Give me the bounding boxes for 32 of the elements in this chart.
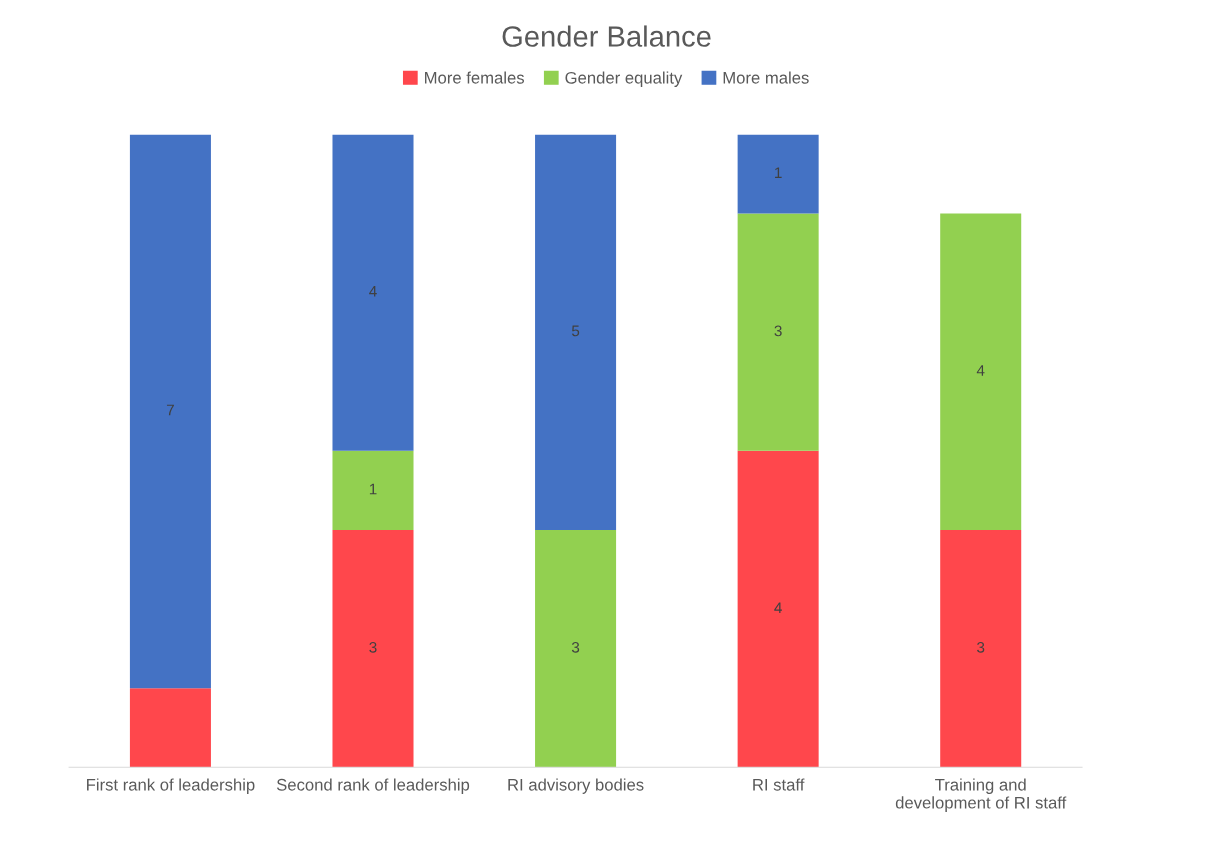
legend-label: More males: [723, 71, 809, 84]
data-label: 3: [774, 325, 782, 337]
bar: [535, 134, 617, 530]
bar: [737, 450, 819, 768]
chart-title: Gender Balance: [502, 25, 711, 47]
bar: [940, 213, 1022, 530]
bar: [940, 529, 1022, 768]
legend-label: Gender equality: [565, 71, 683, 87]
bar: [129, 134, 211, 689]
data-label: 4: [369, 286, 377, 297]
bar: [535, 529, 617, 768]
bar: [332, 134, 414, 451]
data-label: 4: [976, 365, 985, 376]
x-tick-label: RI staff: [753, 778, 805, 791]
data-label: 1: [369, 483, 377, 495]
x-tick-label: Second rank of leadership: [276, 778, 470, 794]
data-label: 3: [571, 641, 580, 653]
x-tick-label: Training and development of RI staff: [895, 778, 1067, 812]
bar: [737, 213, 819, 451]
bar: [332, 529, 414, 768]
data-label: 3: [977, 641, 985, 653]
data-label: 7: [166, 404, 174, 416]
bar: [332, 450, 414, 530]
data-label: 1: [775, 167, 782, 178]
legend-label: More females: [425, 71, 525, 84]
x-tick-label: RI advisory bodies: [508, 778, 644, 794]
data-label: 4: [774, 602, 782, 614]
bar: [129, 688, 211, 768]
data-label: 3: [369, 641, 377, 653]
bar: [737, 134, 819, 214]
x-tick-label: First rank of leadership: [87, 778, 255, 794]
data-label: 5: [571, 325, 580, 337]
